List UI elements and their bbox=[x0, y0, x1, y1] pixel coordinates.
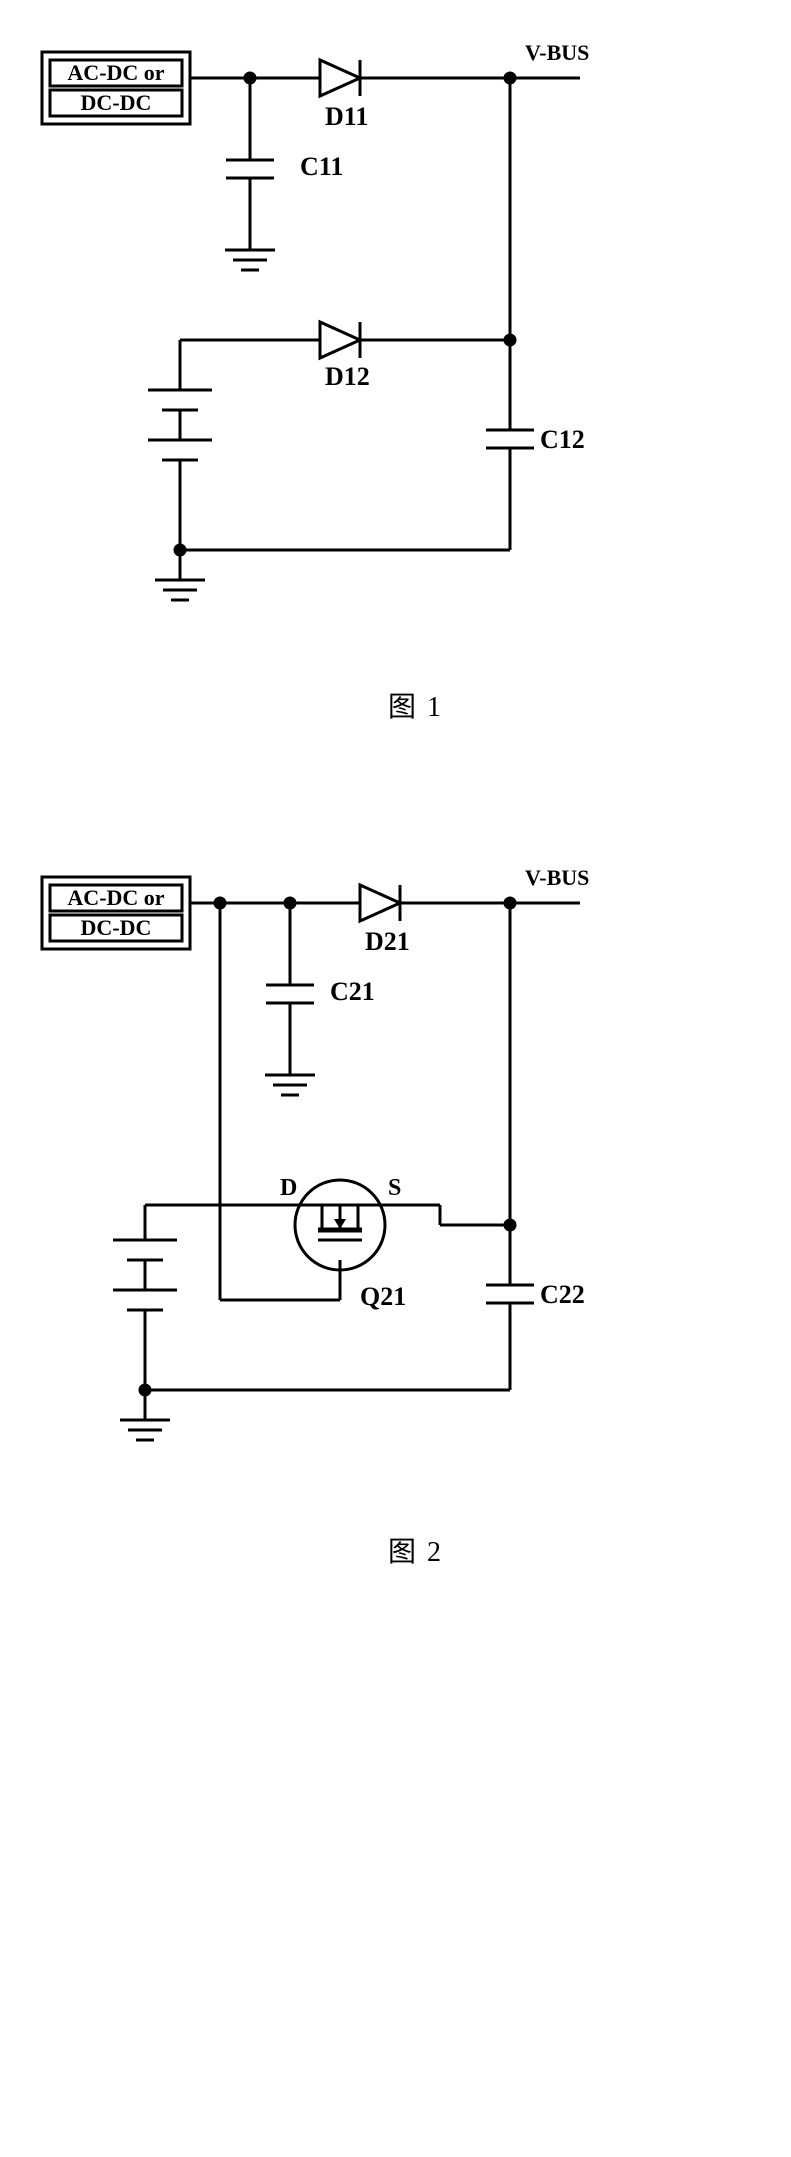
conv2-label-2: DC-DC bbox=[81, 915, 152, 940]
ground-c11 bbox=[225, 250, 275, 270]
spacer bbox=[20, 725, 791, 845]
diode-d11 bbox=[320, 60, 360, 96]
vbus-label: V-BUS bbox=[525, 40, 589, 65]
ground-bottom bbox=[155, 580, 205, 600]
d21-label: D21 bbox=[365, 927, 410, 956]
converter-label-1: AC-DC or bbox=[67, 60, 164, 85]
battery2 bbox=[113, 1240, 177, 1310]
d11-label: D11 bbox=[325, 102, 368, 131]
figure-2-caption: 图 2 bbox=[20, 1530, 791, 1570]
q21-label: Q21 bbox=[360, 1282, 406, 1311]
vbus2-label: V-BUS bbox=[525, 865, 589, 890]
figure-2: AC-DC or DC-DC V-BUS D21 bbox=[20, 845, 791, 1570]
source-label: S bbox=[388, 1175, 401, 1201]
figure-1-caption: 图 1 bbox=[20, 685, 791, 725]
d12-label: D12 bbox=[325, 362, 370, 391]
ground2-bottom bbox=[120, 1420, 170, 1440]
conv2-label-1: AC-DC or bbox=[67, 885, 164, 910]
diode-d21 bbox=[360, 885, 400, 921]
c11-label: C11 bbox=[300, 152, 343, 181]
ground-c21 bbox=[265, 1075, 315, 1095]
figure-1: AC-DC or DC-DC V-BUS D11 bbox=[20, 20, 791, 725]
page-container: AC-DC or DC-DC V-BUS D11 bbox=[20, 20, 791, 1570]
c21-label: C21 bbox=[330, 977, 375, 1006]
battery bbox=[148, 390, 212, 460]
circuit-2-svg: AC-DC or DC-DC V-BUS D21 bbox=[20, 845, 620, 1485]
drain-label: D bbox=[280, 1175, 297, 1201]
diode-d12 bbox=[320, 322, 360, 358]
c12-label: C12 bbox=[540, 425, 585, 454]
c22-label: C22 bbox=[540, 1280, 585, 1309]
circuit-1-svg: AC-DC or DC-DC V-BUS D11 bbox=[20, 20, 620, 640]
converter-label-2: DC-DC bbox=[81, 90, 152, 115]
